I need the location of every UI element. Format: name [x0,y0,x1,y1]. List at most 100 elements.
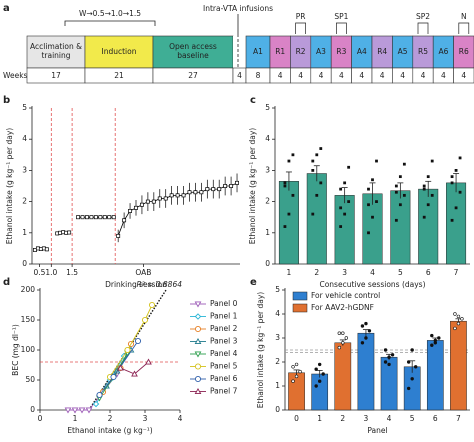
data-point [387,355,391,359]
x-tick-label: 1.5 [66,268,78,277]
data-point [387,362,391,367]
bar [311,373,329,411]
legend-label: Panel 0 [210,299,238,308]
data-point [124,347,131,353]
marker-arrow [336,22,347,34]
bar [306,173,327,265]
data-point [422,184,426,188]
data-point [314,384,318,388]
x-tick-label: 7 [456,414,461,423]
x-tick-label: 0 [38,414,43,423]
x-axis-label: Drinking session [105,280,167,289]
data-point [148,302,156,308]
data-point [145,199,150,204]
data-point [122,218,127,223]
data-point [151,199,156,204]
bar [278,181,299,265]
legend-label: Panel 4 [210,349,238,358]
data-point [321,372,325,376]
marker-arrow [417,22,429,34]
data-point [311,169,315,172]
y-tick-label: 3 [265,165,270,174]
y-tick-label: 1 [275,381,280,390]
weeks-value: 4 [298,71,303,80]
x-tick-label: 4 [387,414,392,423]
weeks-value: 21 [114,71,124,80]
data-point [367,329,372,333]
legend-label: Panel 3 [210,337,238,346]
data-point [175,193,180,198]
data-point [141,317,149,323]
data-point [413,365,418,369]
data-point [390,353,395,357]
y-tick-label: 5 [265,103,270,112]
x-tick-label: 2 [108,414,113,423]
bar [450,320,467,411]
weeks-value: 4 [421,71,426,80]
data-point [339,187,343,191]
data-point [317,362,322,367]
stage-label: A6 [438,47,448,56]
data-point [315,193,319,197]
data-point [139,202,144,207]
panel-label: c [250,95,256,106]
data-point [337,331,342,335]
data-point [426,175,430,179]
data-point [319,147,323,150]
data-point [315,153,319,157]
data-point [145,358,152,365]
x-tick-label: 3 [342,268,347,277]
data-point [157,196,162,201]
weeks-value: 4 [339,71,344,80]
data-point [134,338,142,344]
x-tick-label: 6 [426,268,431,277]
y-tick-label: 4 [265,134,270,143]
data-point [430,193,434,197]
data-point [347,165,351,169]
data-point [98,215,103,220]
data-point [283,225,287,228]
weeks-value: 4 [278,71,283,80]
data-point [96,392,103,398]
stage-label: A3 [316,47,326,56]
data-point [134,205,138,210]
stage-label: R5 [418,47,428,56]
data-point [128,209,133,213]
bar [426,340,444,411]
data-point [67,230,72,235]
marker-arrow [458,22,470,34]
stage-box [245,35,271,69]
y-tick-label: 0 [22,259,27,268]
stage-label: A1 [253,47,263,56]
bar [446,182,467,265]
x-tick-label: 1.0 [45,268,57,277]
legend-label: Panel 1 [210,312,238,321]
stage-label: Open access baseline [169,42,217,60]
data-point [430,333,434,338]
data-point [422,215,426,219]
data-point [163,196,168,201]
y-tick-label: 0 [265,259,270,268]
data-point [111,215,116,220]
y-tick-label: 2 [22,197,27,206]
weeks-value: 4 [237,71,242,80]
legend-label: Panel 2 [210,324,238,333]
data-point [406,360,411,364]
data-point [453,326,457,331]
bar [403,366,421,411]
data-point [169,193,174,198]
data-point [235,180,239,185]
weeks-cell [453,67,474,84]
data-point [181,193,186,198]
y-tick-label: 200 [21,285,36,294]
data-point [314,367,318,371]
y-tick-label: 1 [22,228,27,237]
y-tick-label: 4 [275,309,280,318]
y-tick-label: 5 [22,103,27,112]
stage-label: Induction [102,47,137,56]
data-point [283,181,287,185]
data-point [89,215,94,220]
data-point [458,156,462,160]
data-point [291,153,295,157]
